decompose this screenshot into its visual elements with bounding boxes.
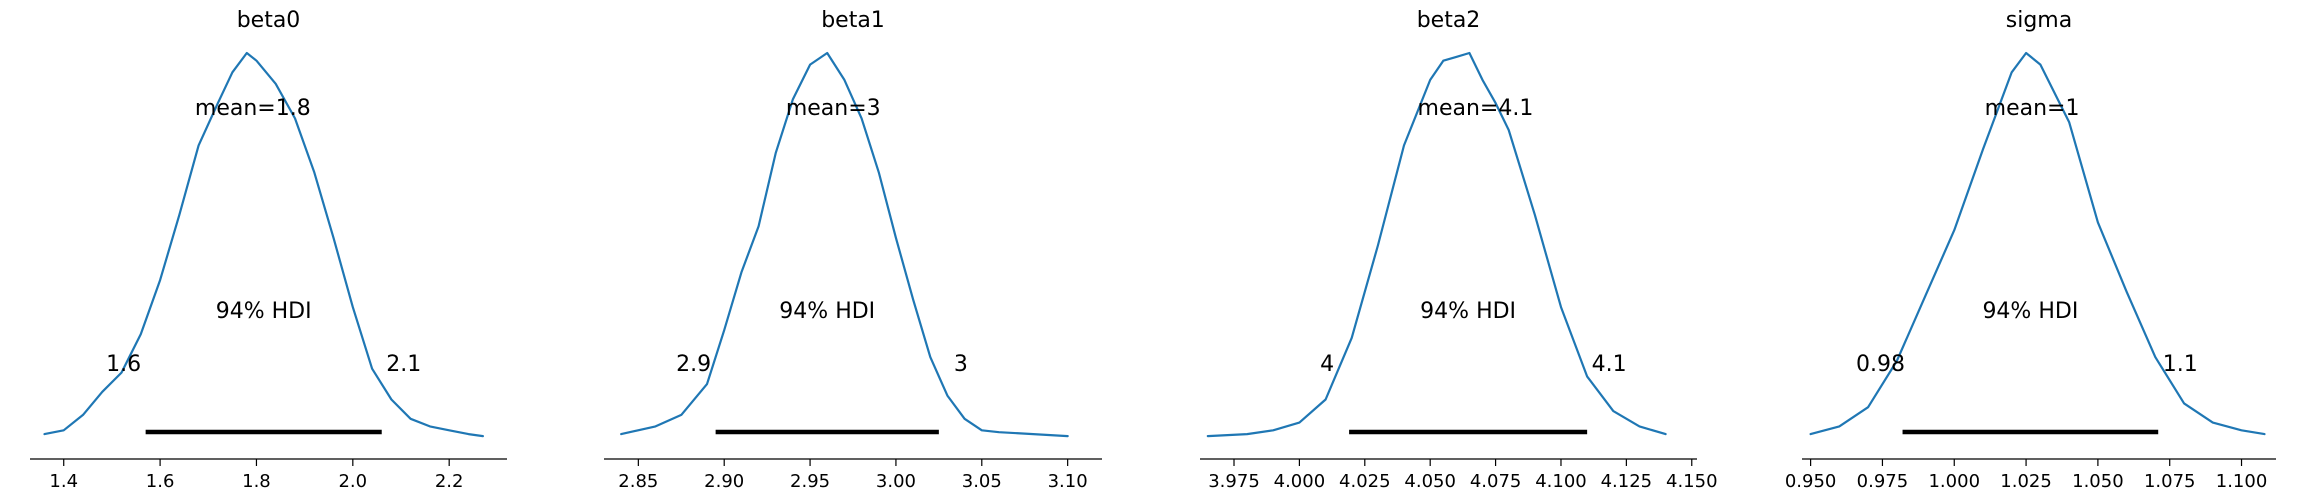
- mean-label: mean=4.1: [1418, 96, 1534, 121]
- panel-beta1: beta1 mean=3 94% HDI 2.9 3 2.85 2.90 2.95 3.00 3.…: [604, 8, 1102, 492]
- x-tick-label: 4.025: [1339, 471, 1391, 492]
- density-line: [1206, 51, 1667, 438]
- density-line: [43, 51, 484, 438]
- x-tick-label: 3.00: [876, 471, 916, 492]
- panel-title: sigma: [2006, 8, 2072, 33]
- x-tick-label: 0.975: [1857, 471, 1909, 492]
- x-tick-label: 2.85: [618, 471, 658, 492]
- x-tick-label: 2.95: [790, 471, 830, 492]
- x-tick-label: 4.000: [1274, 471, 1326, 492]
- density-line: [1809, 51, 2266, 436]
- hdi-low-label: 4: [1320, 352, 1334, 377]
- x-tick-label: 4.125: [1601, 471, 1653, 492]
- hdi-high-label: 4.1: [1592, 352, 1627, 377]
- panel-title: beta2: [1417, 8, 1481, 33]
- x-tick-label: 1.6: [146, 471, 175, 492]
- hdi-label: 94% HDI: [779, 299, 875, 324]
- x-tick-label: 1.050: [2072, 471, 2124, 492]
- x-tick-label: 2.2: [435, 471, 464, 492]
- x-tick-label: 2.90: [704, 471, 744, 492]
- hdi-low-label: 2.9: [676, 352, 711, 377]
- hdi-label: 94% HDI: [216, 299, 312, 324]
- hdi-label: 94% HDI: [1420, 299, 1516, 324]
- x-tick-label: 4.075: [1470, 471, 1522, 492]
- hdi-low-label: 0.98: [1856, 352, 1905, 377]
- panel-sigma: sigma mean=1 94% HDI 0.98 1.1 0.950 0.975 1.000…: [1785, 8, 2276, 492]
- x-tick-label: 3.975: [1208, 471, 1260, 492]
- panel-title: beta1: [821, 8, 885, 33]
- hdi-low-label: 1.6: [106, 352, 141, 377]
- mean-label: mean=1.8: [195, 96, 311, 121]
- mean-label: mean=3: [786, 96, 881, 121]
- density-line: [620, 51, 1069, 438]
- x-tick-label: 1.025: [2000, 471, 2052, 492]
- x-tick-label: 3.10: [1048, 471, 1088, 492]
- x-tick-label: 2.0: [338, 471, 367, 492]
- x-tick-label: 0.950: [1785, 471, 1837, 492]
- x-tick-label: 1.8: [242, 471, 271, 492]
- mean-label: mean=1: [1985, 96, 2080, 121]
- x-tick-label: 1.075: [2144, 471, 2196, 492]
- hdi-high-label: 3: [954, 352, 968, 377]
- hdi-high-label: 1.1: [2163, 352, 2198, 377]
- x-tick-label: 1.4: [49, 471, 78, 492]
- panel-title: beta0: [237, 8, 301, 33]
- x-tick-label: 4.150: [1666, 471, 1718, 492]
- hdi-high-label: 2.1: [386, 352, 421, 377]
- hdi-label: 94% HDI: [1982, 299, 2078, 324]
- x-tick-label: 4.050: [1404, 471, 1456, 492]
- x-tick-label: 1.000: [1928, 471, 1980, 492]
- x-tick-label: 3.05: [962, 471, 1002, 492]
- panel-beta0: beta0 mean=1.8 94% HDI 1.6 2.1 1.4 1.6 1.8 2.0 2.…: [30, 8, 507, 492]
- x-tick-label: 4.100: [1535, 471, 1587, 492]
- x-tick-label: 1.100: [2216, 471, 2268, 492]
- panel-beta2: beta2 mean=4.1 94% HDI 4 4.1 3.975 4.000 4.025 4…: [1200, 8, 1718, 492]
